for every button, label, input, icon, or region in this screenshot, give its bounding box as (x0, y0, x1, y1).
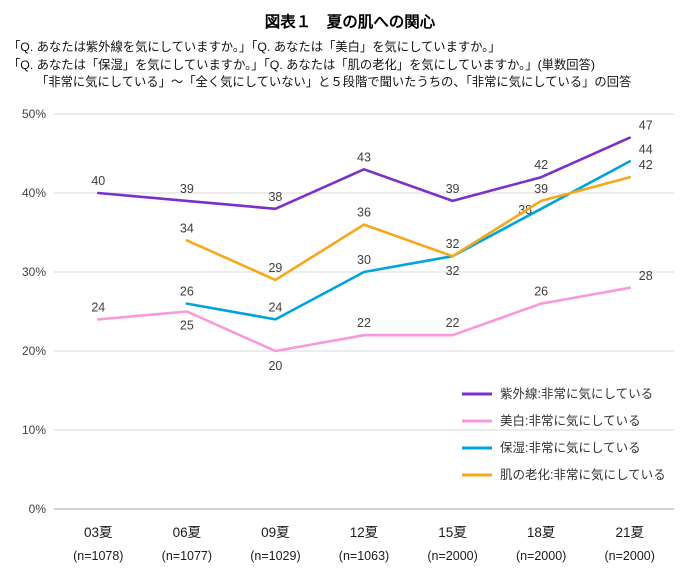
x-axis-n-label: (n=1063) (339, 549, 389, 563)
data-point-label: 36 (357, 205, 371, 219)
data-point-label: 42 (534, 158, 548, 172)
x-axis-n-label: (n=2000) (516, 549, 566, 563)
x-axis-n-label: (n=2000) (427, 549, 477, 563)
y-axis-tick-label: 40% (22, 186, 46, 200)
data-point-label: 26 (534, 284, 548, 298)
legend-label: 保湿:非常に気にしている (500, 440, 641, 455)
x-axis-n-label: (n=2000) (605, 549, 655, 563)
data-point-label: 22 (357, 316, 371, 330)
x-axis-category-label: 12夏 (350, 525, 379, 540)
series-line-0 (96, 135, 632, 210)
data-point-label: 44 (639, 142, 653, 156)
y-axis-tick-label: 30% (22, 265, 46, 279)
x-axis-category-label: 18夏 (527, 525, 556, 540)
y-axis-tick-label: 0% (29, 502, 47, 516)
data-point-label: 26 (180, 284, 194, 298)
subtitle-line-2: 「Q. あなたは「保湿」を気にしていますか。」「Q. あなたは「肌の老化」を気に… (8, 57, 595, 72)
y-axis-tick-label: 10% (22, 423, 46, 437)
legend-label: 紫外線:非常に気にしている (500, 386, 653, 401)
data-point-label: 24 (268, 300, 282, 314)
series-line-2 (185, 159, 632, 321)
x-axis-n-label: (n=1029) (250, 549, 300, 563)
data-point-label: 24 (91, 300, 105, 314)
x-axis-category-label: 06夏 (173, 525, 202, 540)
data-point-label: 22 (446, 316, 460, 330)
x-axis-n-label: (n=1078) (73, 549, 123, 563)
y-axis-tick-label: 20% (22, 344, 46, 358)
data-point-label: 32 (446, 264, 460, 278)
data-point-label: 20 (268, 359, 282, 373)
data-point-label: 40 (91, 174, 105, 188)
data-point-label: 29 (268, 260, 282, 274)
series-line-3 (185, 175, 632, 281)
subtitle-line-1: 「Q. あなたは紫外線を気にしていますか。」「Q. あなたは「美白」を気にしてい… (8, 40, 501, 54)
data-point-label: 38 (268, 189, 282, 203)
x-axis-n-label: (n=1077) (162, 549, 212, 563)
data-point-label: 43 (357, 150, 371, 164)
legend-label: 肌の老化:非常に気にしている (500, 467, 666, 482)
x-axis-category-label: 03夏 (84, 525, 113, 540)
data-point-label: 25 (180, 318, 194, 332)
page-title: 図表１ 夏の肌への関心 (264, 14, 436, 31)
data-point-label: 39 (180, 181, 194, 195)
legend-label: 美白:非常に気にしている (500, 413, 641, 428)
data-point-label: 39 (534, 181, 548, 195)
data-point-label: 34 (180, 221, 194, 235)
x-axis-category-label: 21夏 (615, 525, 644, 540)
x-axis-category-label: 15夏 (438, 525, 467, 540)
x-axis-category-label: 09夏 (261, 525, 290, 540)
line-chart: 0% 10% 20% 30% 40% 50% 03夏 (n=1078) 06夏 (n=1077) 0… (22, 107, 674, 563)
data-point-label: 42 (639, 158, 653, 172)
series-line-1 (96, 286, 632, 352)
chart-subtitle: 「Q. あなたは紫外線を気にしていますか。」「Q. あなたは「美白」を気にしてい… (8, 39, 700, 92)
data-point-label: 32 (446, 237, 460, 251)
data-point-label: 28 (639, 268, 653, 282)
data-point-label: 30 (357, 253, 371, 267)
y-axis-tick-label: 50% (22, 107, 46, 121)
data-point-label: 39 (446, 181, 460, 195)
subtitle-line-3: 「非常に気にしている」～「全く気にしていない」と５段階で聞いたうちの、「非常に気… (36, 75, 632, 89)
data-point-label: 47 (639, 118, 653, 132)
